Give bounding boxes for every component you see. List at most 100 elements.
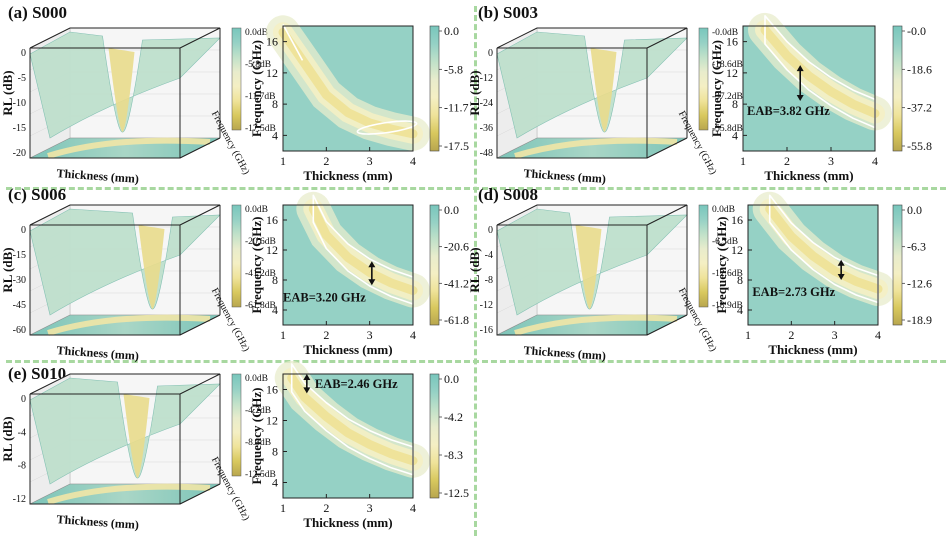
- surface-z-tick: -12: [13, 494, 26, 505]
- colorbar-tick-label: -12.6: [907, 276, 932, 290]
- y-tick-label: 16: [266, 213, 278, 227]
- surface-trough: [138, 225, 165, 309]
- colorbar-tick-label: -11.7: [444, 101, 469, 115]
- surface-z-tick: -48: [480, 148, 493, 159]
- x-axis-label: Thickness (mm): [768, 342, 857, 357]
- y-tick-label: 12: [731, 243, 743, 257]
- y-tick-label: 12: [266, 66, 278, 80]
- eab-arrowhead-bottom: [837, 274, 845, 280]
- y-tick-label: 8: [737, 273, 743, 287]
- y-axis-label: Frequency (GHz): [249, 388, 264, 485]
- heatmap-core: [278, 27, 418, 139]
- colorbar-tick-label: -61.8: [444, 313, 469, 327]
- x-tick-label: 3: [367, 154, 373, 168]
- surface-colorbar-tick: -0.0dB: [712, 28, 738, 38]
- surface-z-tick: -8: [18, 461, 26, 472]
- colorbar-tick-label: -41.2: [444, 276, 469, 290]
- surface-z-tick: -15: [13, 250, 26, 261]
- y-tick-label: 16: [266, 35, 278, 49]
- surface-z-tick: -16: [480, 325, 493, 336]
- surface-z-tick: 0: [21, 225, 26, 236]
- surface-floor-projection: [514, 314, 678, 336]
- divider-vertical: [474, 6, 477, 536]
- x-tick-label: 3: [367, 501, 373, 515]
- surface-floor-projection: [47, 137, 211, 159]
- panel-s006: (c) S006 0 -15 -30 -45 -60 RL (dB) Thickness (m…: [0, 185, 469, 363]
- y-tick-label: 4: [272, 476, 278, 490]
- colorbar-tick-label: -17.5: [444, 139, 469, 153]
- surface-trough: [575, 225, 602, 309]
- panel-title: (e) S010: [8, 364, 66, 383]
- surface-z-tick: -12: [480, 300, 493, 311]
- x-tick-label: 2: [323, 328, 329, 342]
- colorbar: [429, 373, 440, 499]
- surface-colorbar-tick: -12.6dB: [712, 269, 743, 279]
- surface-colorbar: [231, 204, 242, 308]
- eab-arrowhead-bottom: [368, 279, 376, 286]
- surface-y-label: Frequency (GHz): [209, 455, 252, 522]
- y-axis-label: Frequency (GHz): [249, 40, 264, 137]
- panel-title: (b) S003: [478, 3, 538, 22]
- colorbar: [429, 204, 440, 326]
- surface-z-tick: -60: [13, 325, 26, 336]
- surface-colorbar-tick: -11.7dB: [245, 92, 276, 102]
- colorbar-tick-label: 0.0: [907, 203, 922, 217]
- x-tick-label: 1: [745, 328, 751, 342]
- eab-arrowhead-top: [837, 259, 845, 266]
- divider-row1: [6, 187, 946, 190]
- colorbar-tick-label: -20.6: [444, 240, 469, 254]
- y-tick-label: 4: [737, 303, 743, 317]
- panel-s003: (b) S003 0 -12 -24 -36 -48 RL (dB) Thickness (m…: [467, 3, 932, 186]
- surface-trough: [123, 394, 150, 478]
- surface-z-tick: -8: [485, 275, 493, 286]
- surface-colorbar: [698, 204, 709, 308]
- surface-colorbar-tick: -12.5dB: [245, 470, 276, 480]
- surface-colorbar-tick: -61.8dB: [245, 301, 276, 311]
- surface-box-edge: [179, 314, 221, 336]
- colorbar-tick-label: -0.0: [907, 24, 926, 38]
- contour-line: [356, 120, 418, 135]
- surface-floor-projection: [47, 314, 211, 336]
- surface-floor-projection: [514, 137, 678, 159]
- surface-colorbar: [231, 373, 242, 477]
- surface-colorbar-tick: -18.9dB: [712, 301, 743, 311]
- x-tick-label: 2: [323, 154, 329, 168]
- surface-colorbar-tick: -55.8dB: [712, 124, 743, 134]
- colorbar-tick-label: -18.6: [907, 62, 932, 76]
- surface-box-edge: [496, 204, 688, 226]
- y-tick-label: 4: [272, 303, 278, 317]
- panel-s000: (a) S000 0 -5 -10 -15 -20 RL (dB) Thickness (mm…: [0, 3, 469, 186]
- divider-row2: [6, 360, 946, 363]
- contour-line: [282, 24, 304, 61]
- surface-x-label: Thickness (mm): [523, 343, 606, 363]
- x-tick-label: 1: [740, 154, 746, 168]
- surface-box-edge: [646, 314, 688, 336]
- surface-box-edge: [179, 137, 221, 159]
- surface-z-tick: 0: [488, 48, 493, 59]
- x-axis-label: Thickness (mm): [764, 168, 853, 183]
- surface-z-tick: 0: [21, 48, 26, 59]
- y-axis-label: Frequency (GHz): [709, 40, 724, 137]
- colorbar-tick-label: -12.5: [444, 486, 469, 500]
- y-tick-label: 12: [266, 243, 278, 257]
- eab-arrowhead-top: [303, 374, 311, 380]
- x-tick-label: 4: [410, 328, 416, 342]
- surface-sheet: [29, 31, 221, 139]
- surface-colorbar-tick: 0.0dB: [245, 205, 268, 215]
- y-tick-label: 16: [726, 35, 738, 49]
- heatmap-frame: [282, 204, 414, 326]
- colorbar: [429, 25, 440, 152]
- x-tick-label: 4: [875, 328, 881, 342]
- y-tick-label: 4: [272, 128, 278, 142]
- heatmap-core: [287, 373, 418, 466]
- panel-title: (a) S000: [8, 3, 67, 22]
- surface-box-edge: [29, 204, 221, 226]
- x-tick-label: 2: [784, 154, 790, 168]
- y-tick-label: 12: [266, 414, 278, 428]
- surface-z-tick: -15: [13, 123, 26, 134]
- heatmap-frame: [282, 25, 414, 152]
